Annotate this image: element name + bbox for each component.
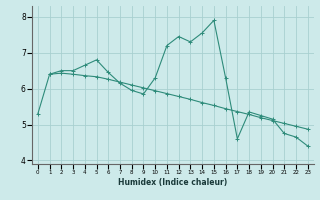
- X-axis label: Humidex (Indice chaleur): Humidex (Indice chaleur): [118, 178, 228, 187]
